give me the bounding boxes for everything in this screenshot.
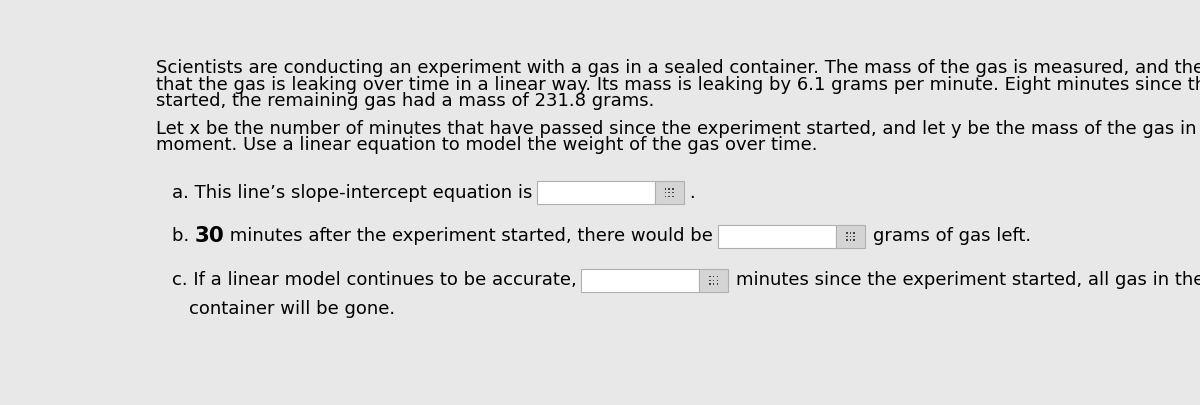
FancyBboxPatch shape xyxy=(850,232,851,234)
FancyBboxPatch shape xyxy=(672,192,673,193)
Text: moment. Use a linear equation to model the weight of the gas over time.: moment. Use a linear equation to model t… xyxy=(156,136,817,154)
Text: .: . xyxy=(689,183,695,202)
FancyBboxPatch shape xyxy=(668,192,670,193)
FancyBboxPatch shape xyxy=(716,279,718,281)
FancyBboxPatch shape xyxy=(853,232,854,234)
Text: a. This line’s slope-intercept equation is: a. This line’s slope-intercept equation … xyxy=(172,183,532,202)
FancyBboxPatch shape xyxy=(665,196,666,197)
FancyBboxPatch shape xyxy=(716,283,718,285)
FancyBboxPatch shape xyxy=(709,279,710,281)
FancyBboxPatch shape xyxy=(846,236,847,237)
FancyBboxPatch shape xyxy=(713,279,714,281)
Text: minutes after the experiment started, there would be: minutes after the experiment started, th… xyxy=(224,228,713,245)
FancyBboxPatch shape xyxy=(581,269,698,292)
FancyBboxPatch shape xyxy=(665,192,666,193)
Text: Let x be the number of minutes that have passed since the experiment started, an: Let x be the number of minutes that have… xyxy=(156,120,1200,138)
FancyBboxPatch shape xyxy=(853,239,854,241)
FancyBboxPatch shape xyxy=(853,236,854,237)
FancyBboxPatch shape xyxy=(668,188,670,190)
FancyBboxPatch shape xyxy=(835,225,865,248)
Text: Scientists are conducting an experiment with a gas in a sealed container. The ma: Scientists are conducting an experiment … xyxy=(156,60,1200,77)
FancyBboxPatch shape xyxy=(536,181,654,204)
FancyBboxPatch shape xyxy=(718,225,835,248)
FancyBboxPatch shape xyxy=(716,276,718,277)
Text: c. If a linear model continues to be accurate,: c. If a linear model continues to be acc… xyxy=(172,271,576,289)
FancyBboxPatch shape xyxy=(709,283,710,285)
FancyBboxPatch shape xyxy=(672,196,673,197)
FancyBboxPatch shape xyxy=(698,269,728,292)
FancyBboxPatch shape xyxy=(713,276,714,277)
FancyBboxPatch shape xyxy=(846,232,847,234)
FancyBboxPatch shape xyxy=(668,196,670,197)
Text: grams of gas left.: grams of gas left. xyxy=(872,228,1031,245)
Text: minutes since the experiment started, all gas in the: minutes since the experiment started, al… xyxy=(736,271,1200,289)
Text: that the gas is leaking over time in a linear way. Its mass is leaking by 6.1 gr: that the gas is leaking over time in a l… xyxy=(156,76,1200,94)
FancyBboxPatch shape xyxy=(672,188,673,190)
Text: container will be gone.: container will be gone. xyxy=(188,300,395,318)
FancyBboxPatch shape xyxy=(846,239,847,241)
Text: 30: 30 xyxy=(194,226,224,247)
FancyBboxPatch shape xyxy=(654,181,684,204)
FancyBboxPatch shape xyxy=(709,276,710,277)
FancyBboxPatch shape xyxy=(665,188,666,190)
Text: started, the remaining gas had a mass of 231.8 grams.: started, the remaining gas had a mass of… xyxy=(156,92,654,110)
FancyBboxPatch shape xyxy=(850,239,851,241)
FancyBboxPatch shape xyxy=(850,236,851,237)
Text: b.: b. xyxy=(172,228,194,245)
FancyBboxPatch shape xyxy=(713,283,714,285)
